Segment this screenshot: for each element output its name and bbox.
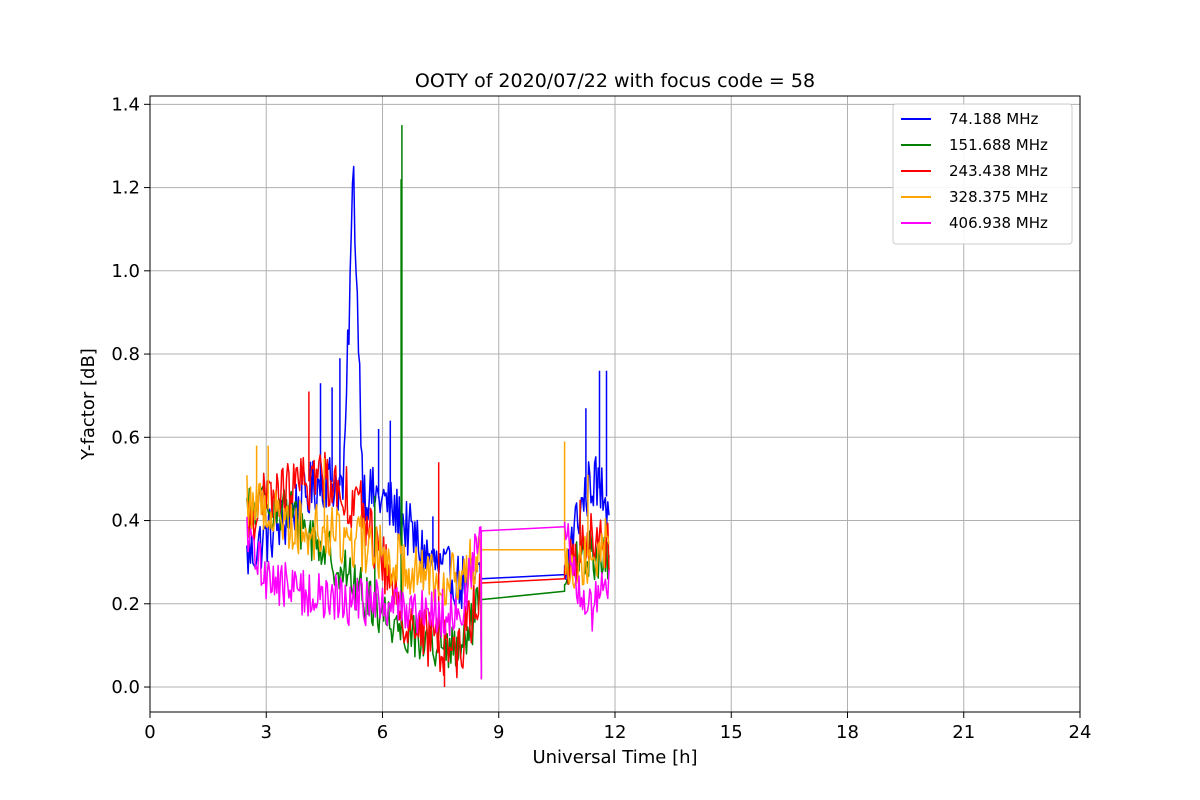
legend: 74.188 MHz 151.688 MHz 243.438 MHz 328.375 … <box>892 103 1073 245</box>
y-axis: 0.0 0.2 0.4 0.6 0.8 1.0 1.2 1.4 <box>111 94 150 698</box>
legend-label: 406.938 MHz <box>949 214 1048 232</box>
legend-label: 243.438 MHz <box>949 162 1048 180</box>
x-tick-label: 21 <box>952 722 975 743</box>
series-line <box>246 516 610 680</box>
y-tick-label: 0.2 <box>111 594 140 615</box>
series-line <box>246 441 610 680</box>
y-tick-label: 1.0 <box>111 261 140 282</box>
y-tick-label: 0.8 <box>111 344 140 365</box>
x-axis: 0 3 6 9 12 15 18 21 24 <box>144 712 1091 743</box>
legend-label: 74.188 MHz <box>949 110 1038 128</box>
x-tick-label: 15 <box>720 722 743 743</box>
legend-box <box>892 103 1073 245</box>
y-tick-label: 0.6 <box>111 427 140 448</box>
y-tick-label: 1.2 <box>111 178 140 199</box>
x-tick-label: 3 <box>261 722 272 743</box>
x-tick-label: 6 <box>377 722 388 743</box>
plot-area <box>246 125 610 687</box>
y-axis-title: Y-factor [dB] <box>78 348 99 461</box>
x-tick-label: 18 <box>836 722 859 743</box>
y-tick-label: 1.4 <box>111 94 140 115</box>
x-tick-label: 12 <box>604 722 627 743</box>
x-axis-title: Universal Time [h] <box>532 747 697 768</box>
x-tick-label: 9 <box>493 722 504 743</box>
y-tick-label: 0.0 <box>111 677 140 698</box>
x-tick-label: 24 <box>1069 722 1092 743</box>
series-line <box>246 125 610 680</box>
series-line <box>246 165 610 680</box>
x-tick-label: 0 <box>144 722 155 743</box>
legend-label: 328.375 MHz <box>949 188 1048 206</box>
chart-title: OOTY of 2020/07/22 with focus code = 58 <box>415 70 815 92</box>
y-tick-label: 0.4 <box>111 511 140 532</box>
traces <box>246 125 610 687</box>
legend-label: 151.688 MHz <box>949 136 1048 154</box>
